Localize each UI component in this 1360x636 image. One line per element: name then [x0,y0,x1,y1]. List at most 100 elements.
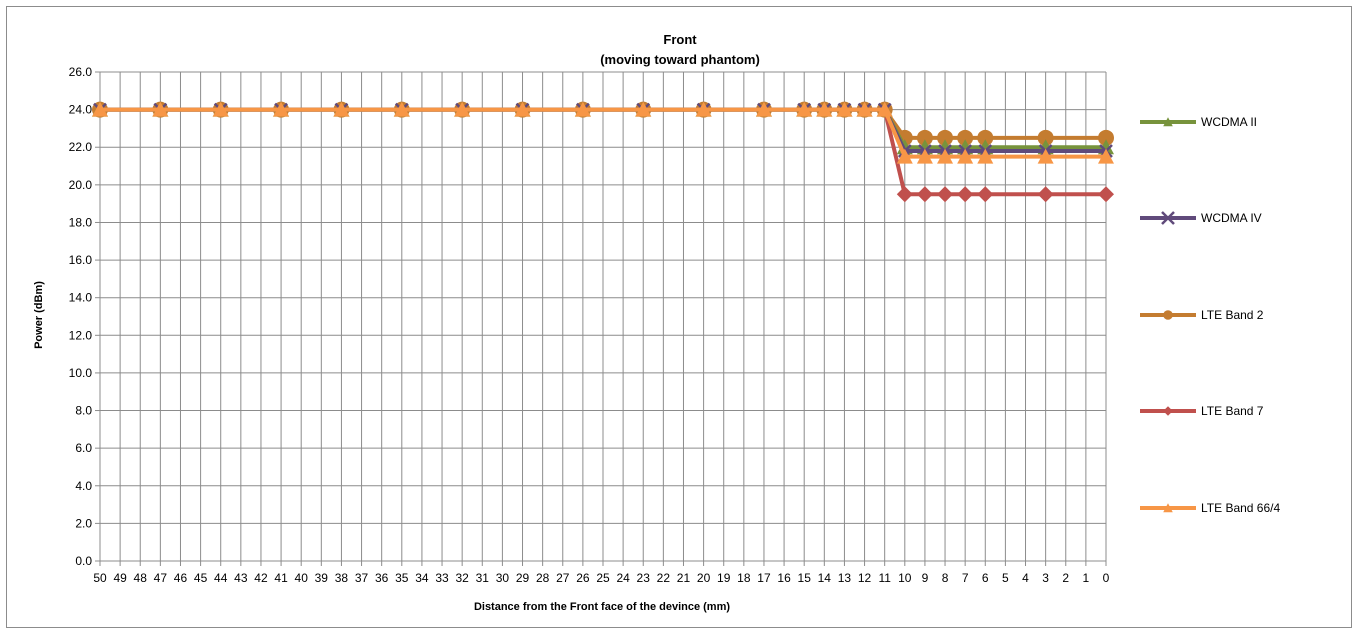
legend-marker [1163,310,1173,320]
y-tick-label: 22.0 [69,140,93,154]
x-tick-label: 24 [616,571,630,585]
x-tick-label: 16 [777,571,791,585]
x-tick-label: 14 [818,571,832,585]
x-tick-label: 9 [922,571,929,585]
x-tick-label: 40 [295,571,309,585]
y-tick-label: 20.0 [69,178,93,192]
y-tick-label: 18.0 [69,215,93,229]
legend-label: WCDMA IV [1201,211,1262,225]
data-point [1037,129,1054,146]
y-tick-label: 14.0 [69,291,93,305]
data-point [957,129,974,146]
data-point [916,186,933,203]
y-tick-label: 16.0 [69,253,93,267]
data-point [876,101,893,117]
x-tick-label: 5 [1002,571,1009,585]
x-tick-label: 32 [455,571,469,585]
legend-label: LTE Band 2 [1201,308,1264,322]
y-tick-label: 12.0 [69,328,93,342]
data-point [937,129,954,146]
x-tick-label: 49 [113,571,127,585]
data-point [937,148,954,164]
series-lte-band-66-4 [92,101,1114,164]
x-tick-label: 15 [798,571,812,585]
data-point [937,186,954,203]
x-tick-label: 45 [194,571,208,585]
chart-subtitle: (moving toward phantom) [600,52,760,67]
x-tick-label: 43 [234,571,248,585]
y-tick-label: 2.0 [75,516,92,530]
x-tick-label: 42 [254,571,268,585]
data-point [816,101,833,117]
legend-item-lte-band-2: LTE Band 2 [1140,308,1264,322]
chart-title: Front [663,32,697,47]
x-tick-label: 4 [1022,571,1029,585]
series-layer [92,101,1114,203]
legend-label: LTE Band 7 [1201,404,1264,418]
data-point [796,101,813,117]
x-tick-label: 18 [737,571,751,585]
data-point [856,101,873,117]
y-tick-label: 0.0 [75,554,92,568]
x-tick-label: 38 [335,571,349,585]
legend-item-wcdma-iv: WCDMA IV [1140,211,1262,225]
x-tick-label: 7 [962,571,969,585]
x-tick-label: 35 [395,571,409,585]
data-point [836,101,853,117]
data-point [896,186,913,203]
x-axis-title: Distance from the Front face of the devi… [474,601,730,613]
x-tick-label: 30 [496,571,510,585]
data-point [92,101,108,117]
x-tick-label: 44 [214,571,228,585]
x-tick-label: 39 [315,571,329,585]
data-point [393,101,410,117]
y-tick-label: 26.0 [69,65,93,79]
legend-label: LTE Band 66/4 [1201,501,1280,515]
x-tick-label: 0 [1103,571,1110,585]
legend-item-lte-band-7: LTE Band 7 [1140,404,1264,418]
x-tick-labels: 50 49 48 47 46 45 44 43 42 41 40 39 38 37 36 35 34 33 32 31… [93,571,1109,585]
x-tick-label: 34 [415,571,429,585]
data-point [916,148,933,164]
data-point [1037,148,1054,164]
data-point [977,148,994,164]
axes [95,71,1107,566]
x-tick-label: 2 [1062,571,1069,585]
x-tick-label: 13 [838,571,852,585]
x-tick-label: 25 [596,571,610,585]
data-point [957,186,974,203]
legend-item-wcdma-ii: WCDMA II [1140,115,1257,129]
x-tick-label: 19 [717,571,731,585]
data-point [957,148,974,164]
grid [100,71,1107,561]
x-tick-label: 31 [476,571,490,585]
data-point [333,101,350,117]
x-tick-label: 27 [556,571,570,585]
x-tick-label: 20 [697,571,711,585]
x-tick-label: 29 [516,571,530,585]
x-tick-label: 46 [174,571,188,585]
data-point [1037,186,1054,203]
data-point [514,101,531,117]
y-tick-label: 6.0 [75,441,92,455]
legend: WCDMA II WCDMA IV LTE Band 2 LTE Band 7 LTE … [1140,115,1280,515]
data-point [916,129,933,146]
x-tick-label: 28 [536,571,550,585]
y-tick-label: 4.0 [75,479,92,493]
y-tick-label: 10.0 [69,366,93,380]
x-tick-label: 50 [93,571,107,585]
x-tick-label: 1 [1083,571,1090,585]
data-point [1098,148,1114,164]
legend-marker [1163,406,1173,416]
data-point [977,129,994,146]
x-tick-label: 10 [898,571,912,585]
x-tick-label: 11 [878,571,891,585]
data-point [273,101,290,117]
data-point [695,101,712,117]
y-tick-labels: 0.0 2.0 4.0 6.0 8.0 10.0 12.0 14.0 16.0 18.0 20.0 2… [69,65,93,568]
x-tick-label: 36 [375,571,389,585]
x-tick-label: 3 [1042,571,1049,585]
legend-item-lte-band-66-4: LTE Band 66/4 [1140,501,1280,515]
data-point [152,101,169,117]
